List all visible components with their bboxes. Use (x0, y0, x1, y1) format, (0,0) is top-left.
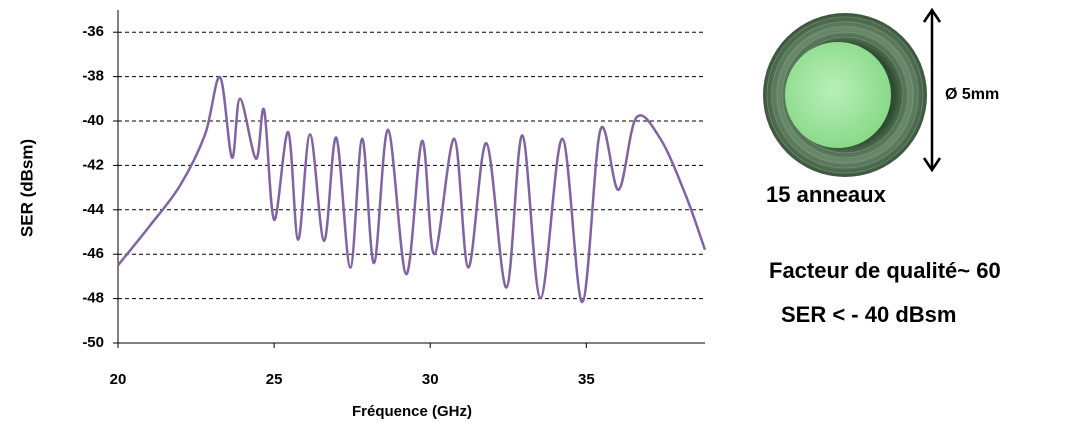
diameter-label: Ø 5mm (945, 86, 999, 103)
y-tick-label: -38 (82, 68, 104, 85)
x-tick-label: 30 (422, 371, 439, 388)
y-axis-title: SER (dBsm) (17, 139, 36, 237)
ser-label: SER < - 40 dBsm (781, 302, 956, 327)
diameter-arrow (922, 7, 942, 173)
y-tick-label: -46 (82, 245, 104, 262)
data-line (117, 76, 707, 304)
x-tick-label: 25 (266, 371, 283, 388)
y-tick-label: -42 (82, 156, 104, 173)
rings-label: 15 anneaux (766, 182, 887, 207)
y-tick-label: -40 (82, 112, 104, 129)
y-tick-label: -36 (82, 23, 104, 40)
ring-resonator (763, 13, 927, 177)
y-tick-label: -48 (82, 290, 104, 307)
x-tick-label: 20 (110, 371, 127, 388)
quality-label: Facteur de qualité~ 60 (769, 258, 1001, 283)
y-tick-label: -50 (82, 334, 104, 351)
y-tick-label: -44 (82, 201, 104, 218)
x-axis-title: Fréquence (GHz) (352, 403, 472, 420)
x-tick-label: 35 (578, 371, 595, 388)
